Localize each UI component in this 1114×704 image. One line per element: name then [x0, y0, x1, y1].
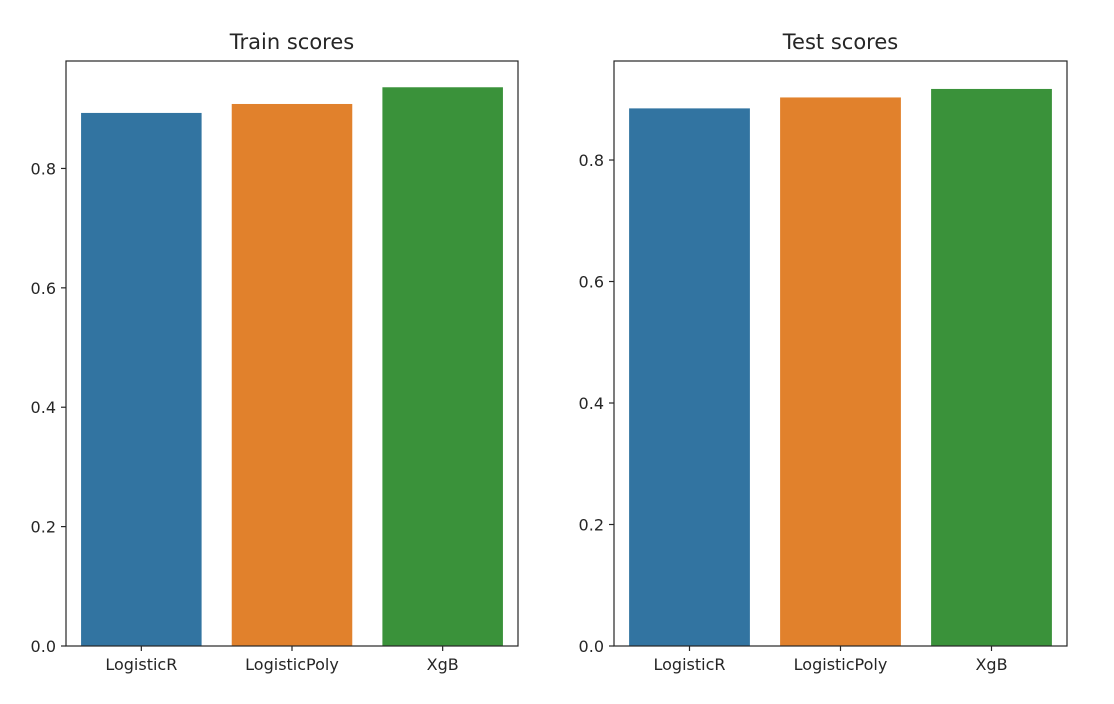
y-tick-label: 0.0 — [579, 637, 604, 656]
train-scores-chart: Train scores LogisticR LogisticPoly XgB 0.0… — [31, 30, 519, 674]
bar-logisticr — [81, 112, 202, 647]
y-tick-label: 0.6 — [579, 273, 604, 292]
x-tick-label: LogisticR — [654, 655, 726, 674]
bar-logisticpoly — [780, 97, 901, 646]
y-tick-label: 0.4 — [31, 398, 56, 417]
x-tick-label: XgB — [427, 655, 459, 674]
y-tick-label: 0.8 — [31, 159, 56, 178]
bar-xgb — [382, 87, 503, 646]
bar-logisticr — [629, 108, 750, 646]
y-tick-label: 0.2 — [579, 516, 604, 535]
bar-logisticpoly — [231, 103, 353, 646]
x-tick-label: LogisticR — [105, 655, 177, 674]
y-tick-label: 0.2 — [31, 518, 56, 537]
bar-xgb — [931, 88, 1052, 647]
axes-frame — [613, 60, 1068, 647]
y-tick-label: 0.4 — [579, 394, 604, 413]
chart-title: Train scores — [229, 30, 354, 54]
x-tick-label: LogisticPoly — [794, 655, 888, 674]
chart-title: Test scores — [782, 30, 898, 54]
y-tick-label: 0.6 — [31, 279, 56, 298]
x-tick-label: LogisticPoly — [245, 655, 339, 674]
x-tick-label: XgB — [975, 655, 1007, 674]
y-tick-label: 0.8 — [579, 151, 604, 170]
y-tick-label: 0.0 — [31, 637, 56, 656]
test-scores-chart: Test scores LogisticR LogisticPoly XgB 0.0 0… — [579, 30, 1068, 674]
axes-frame — [65, 60, 519, 647]
